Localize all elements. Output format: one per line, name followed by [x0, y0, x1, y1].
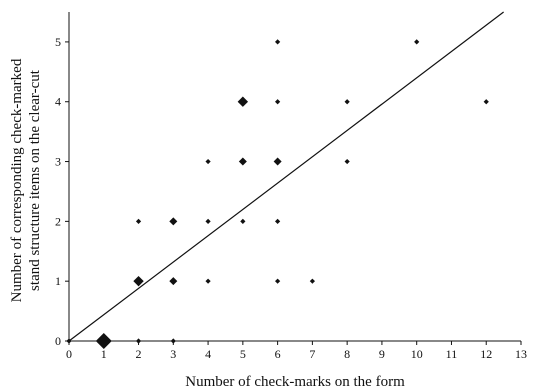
data-point — [205, 218, 211, 224]
y-axis-title-line: Number of corresponding check-marked — [9, 58, 25, 302]
data-point — [205, 158, 211, 165]
data-point — [275, 218, 281, 224]
y-axis-title-line: stand structure items on the clear-cut — [27, 69, 43, 291]
data-point — [237, 96, 249, 107]
data-points — [66, 39, 489, 349]
y-axis-ticks: 0 1 2 3 4 5 — [55, 35, 69, 348]
x-axis-ticks: 0 1 2 3 4 5 6 7 8 9 10 11 12 13 — [66, 341, 527, 361]
data-point — [414, 39, 420, 45]
axes — [68, 12, 521, 342]
x-tick-label: 7 — [309, 347, 315, 361]
data-point — [238, 157, 247, 166]
x-tick-label: 1 — [101, 347, 107, 361]
x-tick-label: 13 — [515, 347, 527, 361]
x-tick-label: 0 — [66, 347, 72, 361]
x-tick-label: 10 — [411, 347, 423, 361]
data-point — [169, 277, 178, 286]
data-point — [95, 333, 112, 349]
data-point — [275, 278, 281, 284]
x-tick-label: 11 — [446, 347, 458, 361]
data-point — [133, 275, 144, 287]
x-tick-label: 5 — [240, 347, 246, 361]
x-tick-label: 3 — [170, 347, 176, 361]
data-point — [205, 278, 211, 284]
data-point — [309, 278, 315, 284]
trend-line-group — [68, 11, 504, 342]
y-tick-label: 1 — [55, 274, 61, 288]
x-tick-label: 6 — [275, 347, 281, 361]
y-tick-label: 4 — [55, 95, 61, 109]
y-tick-label: 2 — [55, 214, 61, 228]
y-tick-label: 5 — [55, 35, 61, 49]
x-tick-label: 2 — [136, 347, 142, 361]
data-point — [240, 218, 246, 224]
x-tick-label: 8 — [344, 347, 350, 361]
y-axis-title: Number of corresponding check-marked stan… — [9, 58, 43, 302]
data-point — [169, 217, 178, 226]
x-tick-label: 4 — [205, 347, 211, 361]
y-tick-label: 0 — [55, 334, 61, 348]
data-point — [483, 99, 489, 105]
data-point — [275, 39, 281, 45]
data-point — [135, 218, 142, 224]
x-tick-label: 12 — [480, 347, 492, 361]
data-point — [344, 99, 350, 105]
x-tick-label: 9 — [379, 347, 385, 361]
data-point — [275, 99, 281, 105]
y-tick-label: 3 — [55, 155, 61, 169]
x-axis-title: Number of check-marks on the form — [185, 374, 405, 390]
data-point — [170, 338, 176, 344]
trend-line — [68, 11, 504, 342]
data-point — [344, 158, 350, 165]
data-point — [273, 157, 282, 166]
data-point — [135, 338, 142, 344]
